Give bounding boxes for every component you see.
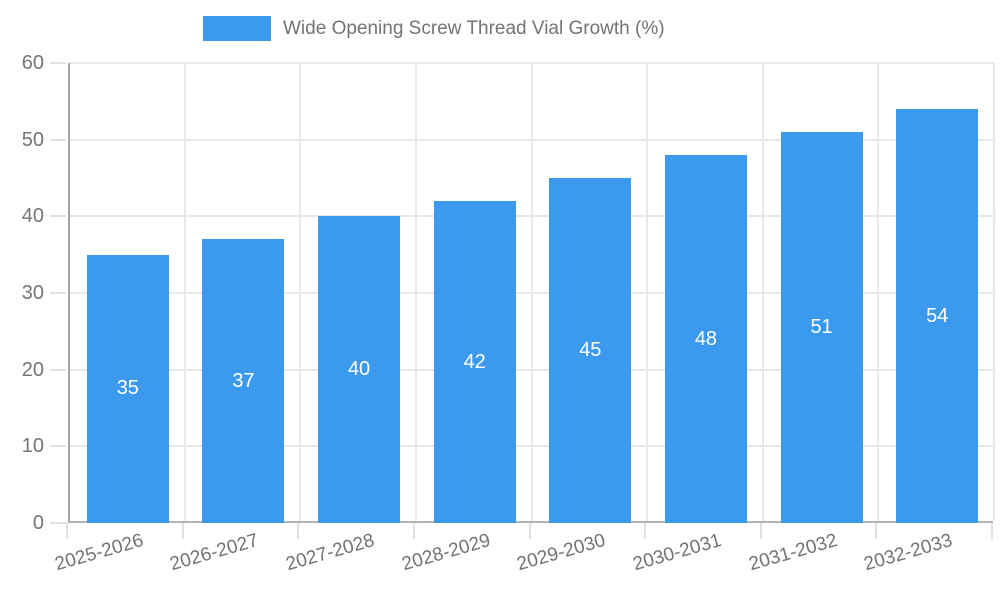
bar-value-label: 45 [579,339,602,361]
legend-swatch-icon [203,16,271,41]
bar[interactable]: 51 [780,132,863,523]
x-gridline [530,63,533,521]
bar-value-label: 51 [810,316,833,338]
bar[interactable]: 40 [318,216,401,523]
bar[interactable]: 42 [433,201,516,523]
bar[interactable]: 54 [896,109,979,523]
y-tick-mark [50,292,66,294]
y-tick-label: 0 [32,512,44,534]
bar-value-label: 42 [463,350,486,373]
x-tick-mark [991,523,993,539]
y-tick-mark [50,62,66,64]
plot-area: 35 37 40 42 45 48 51 54 [68,62,995,523]
x-gridline [299,63,302,521]
bar-value-label: 37 [232,369,255,392]
bar[interactable]: 45 [549,178,632,523]
x-gridline [183,63,186,521]
bar-value-label: 54 [926,304,949,327]
y-tick-label: 50 [21,128,44,151]
y-tick-label: 60 [21,52,44,74]
x-tick-mark [297,523,300,539]
y-tick-mark [50,445,66,448]
x-tick-mark [875,523,878,539]
legend-series-label: Wide Opening Screw Thread Vial Growth (%… [283,17,665,39]
x-tick-mark [66,523,68,539]
x-tick-mark [759,523,762,539]
bar[interactable]: 48 [664,155,747,523]
bar-value-label: 40 [347,358,371,381]
x-gridline [877,63,880,521]
y-tick-mark [50,215,66,218]
x-tick-mark [528,523,531,539]
legend[interactable]: Wide Opening Screw Thread Vial Growth (%… [203,16,665,41]
x-tick-mark [412,523,415,539]
bar[interactable]: 35 [86,254,169,523]
y-tick-label: 30 [21,282,44,304]
bar-value-label: 48 [694,327,718,350]
y-tick-mark [50,368,66,371]
bar-value-label: 35 [116,377,139,400]
y-tick-label: 10 [21,435,44,458]
y-tick-label: 20 [21,358,44,381]
x-tick-mark [181,523,184,539]
y-tick-mark [50,522,66,524]
x-gridline [414,63,417,521]
y-tick-label: 40 [21,205,44,228]
x-gridline [993,63,995,521]
bar[interactable]: 37 [202,239,285,523]
x-gridline [761,63,764,521]
x-gridline [646,63,649,521]
x-tick-mark [644,523,647,539]
y-tick-mark [50,138,66,141]
